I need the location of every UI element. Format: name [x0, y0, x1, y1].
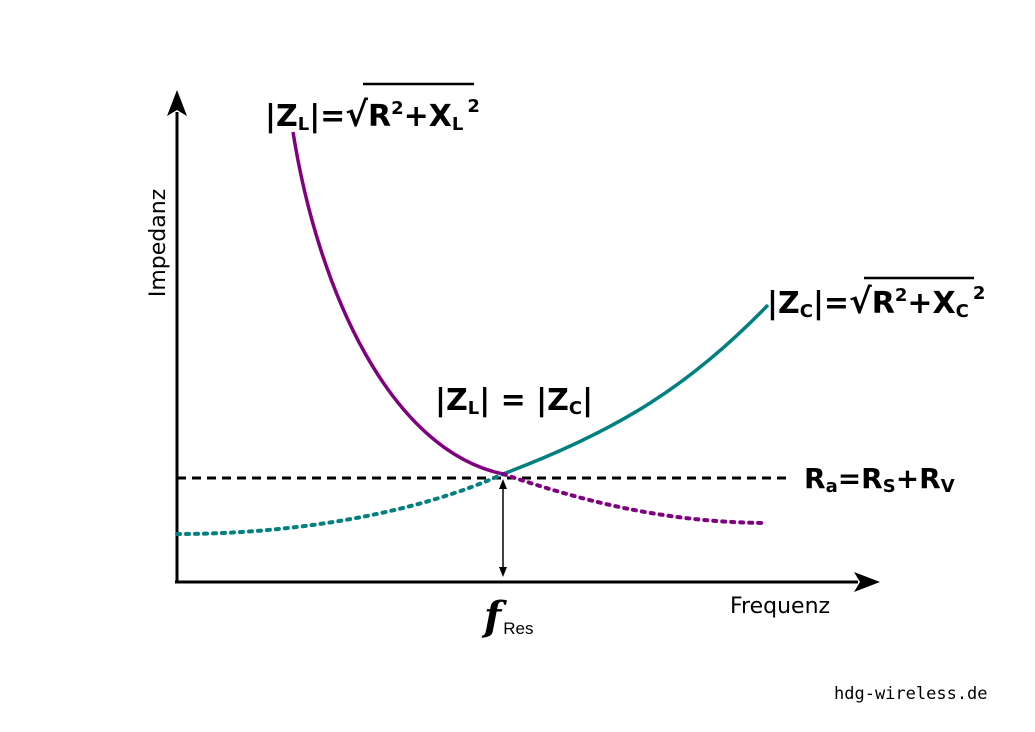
zc-x-sup: 2: [973, 283, 986, 304]
zc-plus-x: +X: [907, 286, 955, 321]
zc-sqrt-sign: √: [849, 282, 872, 322]
res-plus: +R: [896, 462, 941, 495]
zl-plus-x: +X: [404, 99, 452, 134]
eq-end: |: [582, 383, 593, 418]
fres-sub: Res: [503, 619, 533, 638]
y-axis-label: Impedanz: [146, 189, 171, 297]
resonance-frequency-label: f Res: [481, 593, 533, 640]
equality-label: |ZL| = |ZC|: [435, 383, 593, 419]
zl-lhs: |Z: [265, 99, 298, 134]
zl-sqrt-sign: √: [345, 95, 368, 135]
credit-text: hdg-wireless.de: [834, 684, 988, 704]
svg-text:|ZC|=√R2+XC2: |ZC|=√R2+XC2: [767, 282, 985, 322]
zl-x-sub: L: [452, 114, 463, 135]
zc-lhs-sub: C: [800, 301, 813, 322]
res-eq: =R: [838, 462, 883, 495]
inductive-solid-curve: [291, 131, 504, 476]
zc-formula-label: |ZC|=√R2+XC2: [767, 276, 985, 322]
res-r: R: [804, 462, 826, 495]
zl-r: R: [368, 99, 391, 134]
svg-text:|ZL|=√R2+XL2: |ZL|=√R2+XL2: [265, 95, 480, 135]
zc-lhs: |Z: [767, 286, 800, 321]
zc-x-sub: C: [956, 301, 969, 322]
x-axis-label: Frequenz: [730, 594, 830, 619]
zc-r: R: [872, 286, 895, 321]
inductive-dotted-curve: [501, 472, 767, 525]
eq-b-sub: C: [569, 398, 582, 419]
eq-mid: | = |Z: [479, 383, 569, 418]
axes: [167, 90, 880, 592]
res-s-sub: S: [883, 476, 896, 497]
x-axis-arrowhead: [854, 572, 880, 592]
zl-r-sup: 2: [391, 98, 404, 119]
zc-lhs-end: |=: [813, 286, 849, 321]
zc-r-sup: 2: [895, 285, 908, 306]
resistance-label: Ra=RS+RV: [804, 462, 955, 497]
res-v-sub: V: [941, 476, 955, 497]
capacitive-solid-curve: [502, 303, 770, 476]
eq-a-sub: L: [468, 398, 479, 419]
res-r-sub: a: [826, 476, 838, 497]
zl-lhs-end: |=: [309, 99, 345, 134]
eq-a: |Z: [435, 383, 468, 418]
zl-formula-label: |ZL|=√R2+XL2: [265, 82, 480, 135]
zl-lhs-sub: L: [298, 114, 309, 135]
zl-x-sup: 2: [467, 96, 480, 117]
capacitive-dotted-curve: [175, 472, 505, 536]
y-axis-arrowhead: [167, 90, 187, 116]
